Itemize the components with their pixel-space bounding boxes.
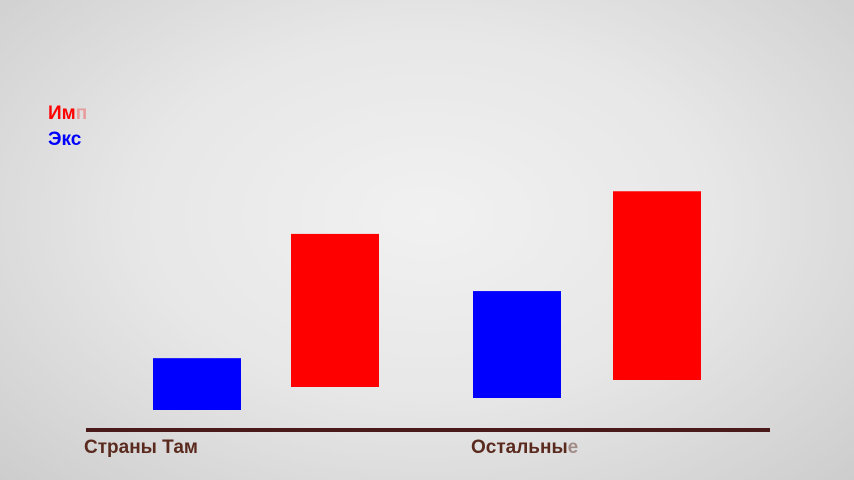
legend-item-imp: Имп [48,104,87,123]
category-label-1-text: Остальны [471,437,568,458]
bar-imp-0 [291,233,379,387]
category-label-0-text: Страны Там [84,437,198,458]
legend-label-exp: Экс [48,129,82,150]
bar-exp-1 [473,291,561,398]
x-axis-baseline [86,428,770,432]
legend-item-exp: Экс [48,130,81,149]
category-label-1-faded: е [567,437,579,458]
legend-label-imp-faded: п [75,103,88,124]
category-label-0: Страны Там [84,438,198,457]
bar-exp-0 [153,358,241,410]
bar-imp-1 [613,191,701,380]
category-label-1: Остальные [471,438,578,457]
legend-label-imp: Им [48,103,76,124]
